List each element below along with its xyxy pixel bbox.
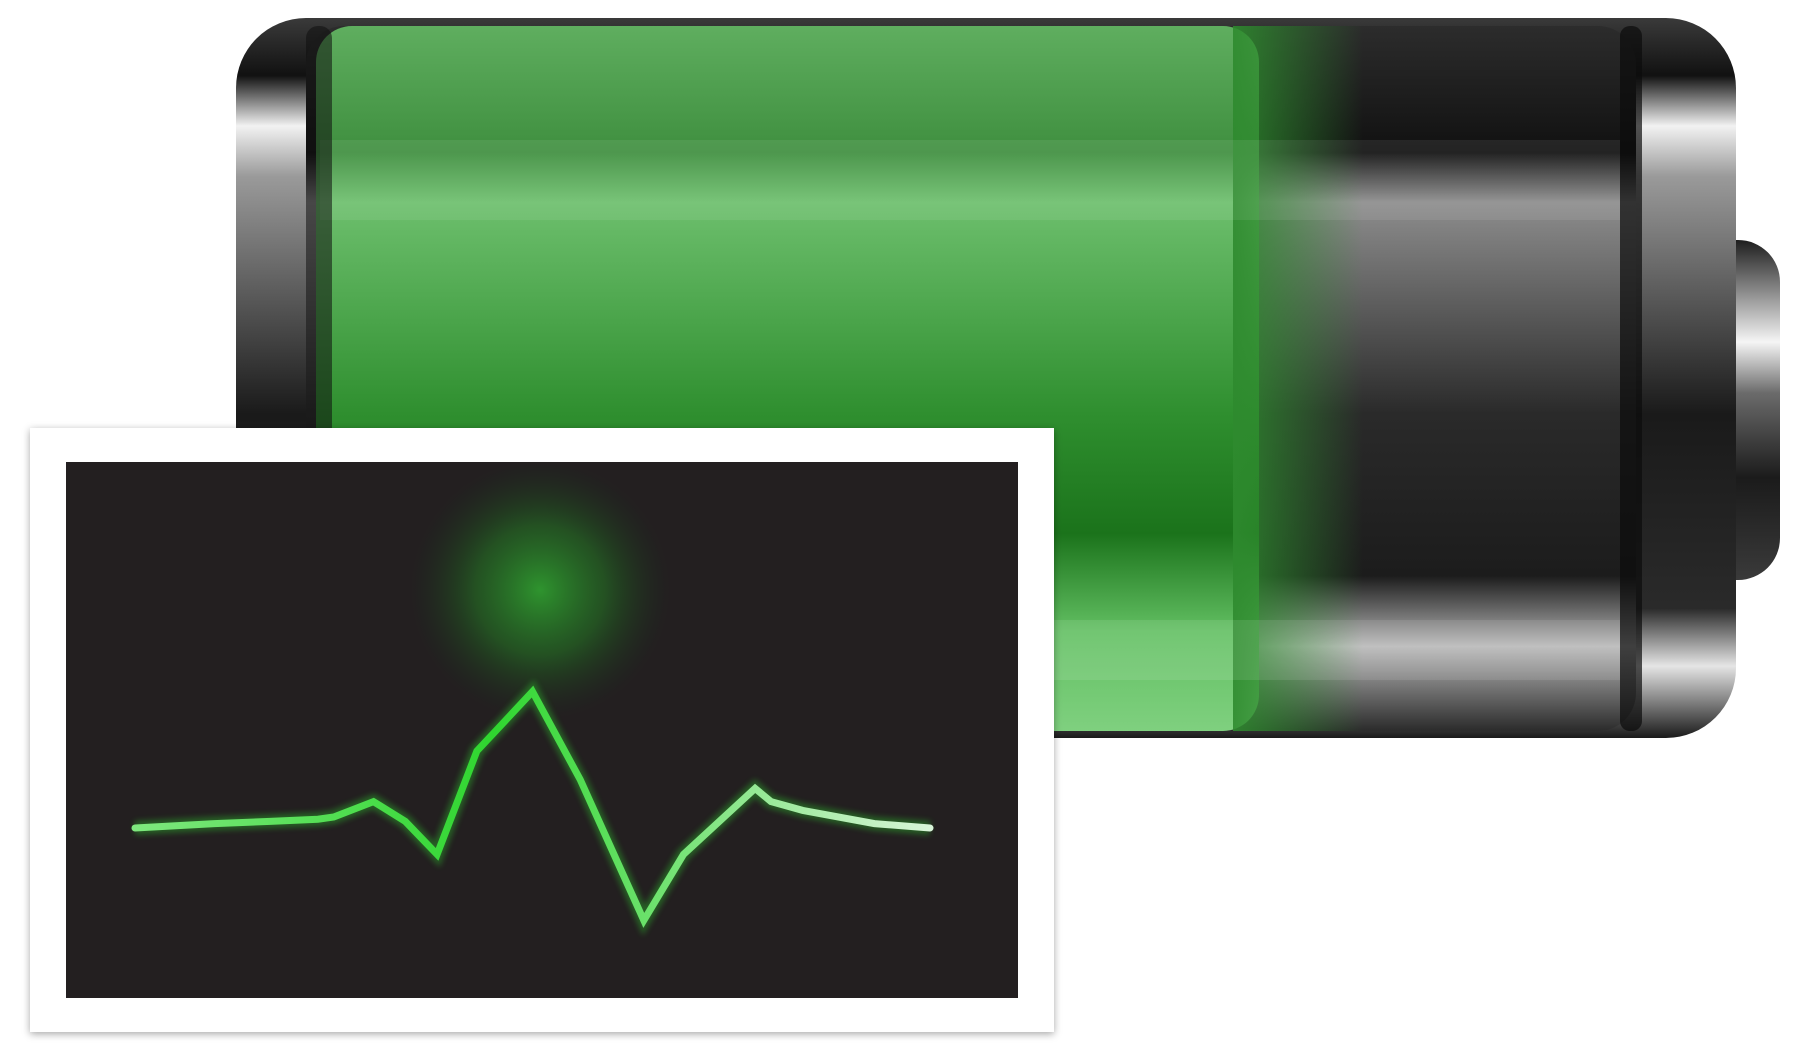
battery-right-rim <box>1620 26 1642 731</box>
heartbeat-monitor <box>30 428 1054 1032</box>
battery-charge-edge <box>1233 26 1363 731</box>
pulse-glow <box>410 460 670 720</box>
battery-highlight-top <box>320 140 1620 220</box>
pulse-line <box>131 685 934 928</box>
